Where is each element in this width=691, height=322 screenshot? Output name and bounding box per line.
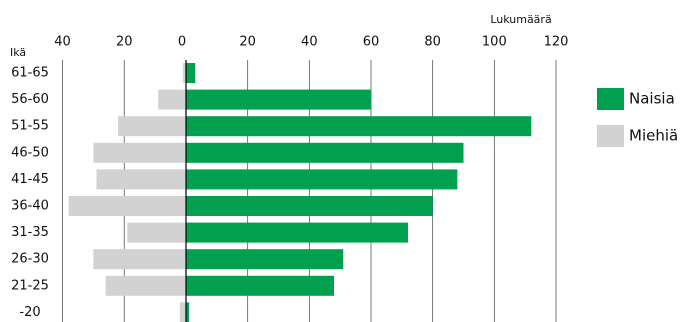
bar — [158, 89, 186, 110]
x-tick-label: 20 — [239, 35, 256, 50]
y-tick-label: 31-35 — [11, 225, 49, 240]
y-tick-label: 36-40 — [11, 199, 49, 214]
x-tick-label: 80 — [424, 35, 441, 50]
x-tick-label: 120 — [544, 35, 569, 50]
bar — [186, 142, 464, 163]
bar — [93, 142, 186, 163]
x2-tick-label: 40 — [54, 35, 71, 50]
legend-label: Naisia — [629, 90, 675, 108]
y-tick-label: 61-65 — [11, 66, 49, 81]
bar — [186, 275, 334, 296]
x-tick-label: 60 — [363, 35, 380, 50]
bar — [186, 196, 433, 216]
y-tick-label: 41-45 — [11, 172, 49, 187]
bar — [186, 302, 190, 322]
x-tick-label: 40 — [301, 35, 318, 50]
bar — [127, 222, 186, 243]
bar — [186, 63, 196, 83]
bar — [186, 249, 344, 270]
bar — [186, 169, 458, 190]
legend-label: Miehiä — [629, 127, 678, 145]
bar — [105, 275, 186, 296]
x2-tick-label: 20 — [116, 35, 133, 50]
x-tick-label: 0 — [178, 35, 186, 50]
y-axis-label: Ikä — [10, 46, 26, 59]
x-axis-label: Lukumäärä — [490, 13, 551, 26]
y-tick-label: 21-25 — [11, 278, 49, 293]
bar — [68, 196, 186, 216]
y-tick-label: 46-50 — [11, 145, 49, 160]
bar — [118, 116, 186, 137]
bar — [179, 302, 186, 322]
y-tick-label: 26-30 — [11, 252, 49, 267]
y-tick-label: 51-55 — [11, 119, 49, 134]
bar — [182, 63, 186, 83]
y-tick-label: -20 — [19, 305, 40, 320]
bar — [186, 89, 371, 110]
bar — [96, 169, 186, 190]
bar — [93, 249, 186, 270]
y-tick-label: 56-60 — [11, 92, 49, 107]
x-tick-label: 100 — [482, 35, 507, 50]
legend-swatch — [597, 125, 624, 147]
bar — [186, 222, 408, 243]
legend-swatch — [597, 88, 624, 110]
bar — [186, 116, 532, 137]
